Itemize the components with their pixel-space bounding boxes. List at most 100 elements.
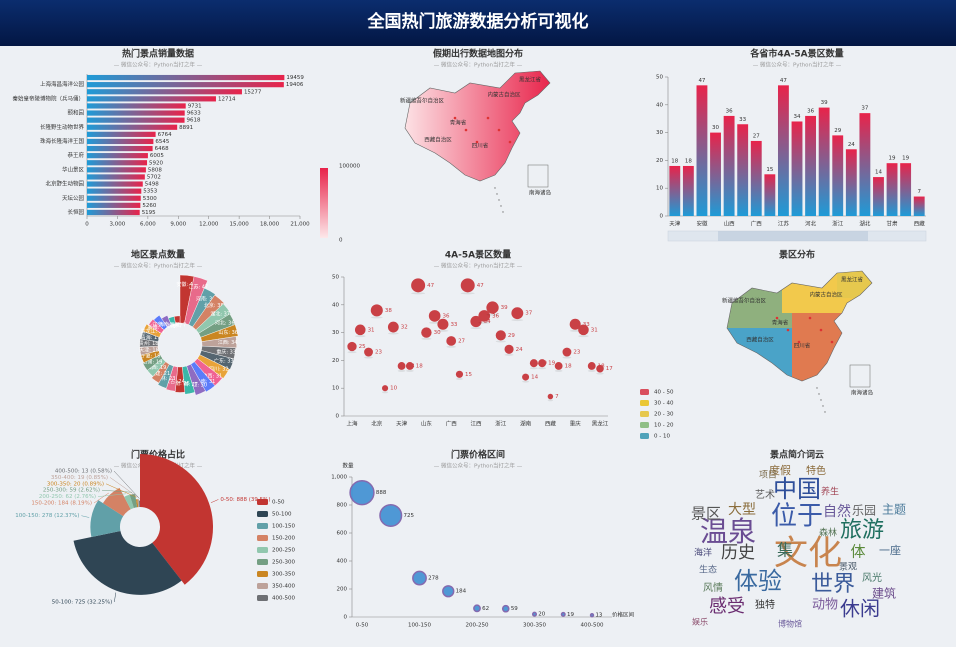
chart-subtitle: — 微信公众号：Python当打之年 — — [434, 462, 523, 470]
category-label: 恭王府 — [67, 151, 84, 159]
point — [421, 327, 432, 338]
word: 博物馆 — [778, 619, 802, 629]
category-label: 秦始皇帝陵博物院（兵马俑） — [12, 94, 84, 102]
value-label: 27 — [753, 133, 760, 139]
bar — [87, 174, 145, 180]
category-label: 湖南 — [520, 420, 532, 428]
island — [816, 387, 818, 389]
bar — [87, 131, 156, 137]
chart-subtitle: — 微信公众号：Python当打之年 — — [434, 61, 523, 69]
legend-swatch — [640, 411, 649, 417]
legend-swatch — [257, 511, 268, 517]
value-label: 23 — [375, 350, 382, 356]
x-tick-label: 18,000 — [260, 222, 280, 228]
value-label: 18 — [416, 363, 423, 369]
map-outline — [404, 70, 551, 182]
value-label: 15277 — [244, 89, 262, 95]
segment-label: 宁夏: 18 — [141, 352, 161, 359]
value-label: 37 — [861, 106, 868, 112]
bubble — [412, 570, 427, 586]
value-label: 888 — [376, 490, 387, 496]
category-label: 甘肃 — [887, 220, 899, 228]
word: 主题 — [882, 503, 906, 517]
value-label: 14 — [531, 375, 538, 381]
y-tick-label: 0 — [336, 414, 340, 420]
point — [529, 359, 538, 368]
segment-label: 青海: 17 — [141, 334, 161, 341]
category-label: 江西 — [470, 421, 482, 428]
category-label: 天坛公园 — [62, 195, 85, 202]
segment-label: 300-350: 20 (0.89%) — [47, 481, 104, 487]
value-label: 33 — [739, 117, 746, 123]
legend-swatch — [640, 422, 649, 428]
legend-swatch — [257, 559, 268, 565]
point — [354, 324, 366, 336]
map-dot — [486, 116, 490, 120]
point-shadow — [562, 356, 572, 359]
segment-label: 新疆: 15 — [148, 324, 168, 331]
point-shadow — [504, 353, 514, 356]
chart-subtitle: — 微信公众号：Python当打之年 — — [114, 262, 203, 270]
visualmap-max: 100000 — [339, 164, 360, 170]
value-label: 39 — [821, 100, 828, 106]
bubble — [589, 612, 595, 618]
x-tick-label: 15,000 — [230, 222, 250, 228]
island — [500, 205, 502, 207]
point-shadow — [578, 335, 589, 338]
point-shadow — [411, 292, 426, 295]
map-dot — [830, 340, 834, 344]
value-label: 18 — [671, 158, 678, 164]
value-label: 36 — [442, 313, 449, 319]
bar — [818, 107, 830, 216]
word: 特色 — [806, 464, 826, 477]
province-label: 青海省 — [772, 319, 789, 327]
point — [405, 362, 414, 370]
value-label: 5195 — [142, 210, 156, 216]
value-label: 19 — [567, 612, 574, 618]
word: 项目 — [759, 470, 777, 481]
segment-label: 贵州: 18 — [139, 340, 159, 347]
category-label: 0-50 — [356, 623, 369, 629]
word: 海洋 — [694, 547, 712, 559]
value-label: 32 — [401, 325, 408, 331]
bar — [87, 145, 153, 152]
value-label: 19459 — [286, 75, 304, 81]
segment-label: 福建: 21 — [151, 370, 171, 377]
bar — [87, 117, 185, 123]
province-label: 新疆维吾尔自治区 — [722, 297, 767, 305]
point — [478, 310, 491, 322]
legend-swatch — [640, 400, 649, 406]
value-label: 9618 — [187, 118, 201, 124]
point — [596, 364, 604, 373]
bar — [87, 96, 216, 102]
point-shadow — [495, 340, 506, 343]
value-label: 30 — [712, 125, 719, 131]
segment-label: 50-100: 725 (32.25%) — [52, 599, 113, 605]
word: 景观 — [839, 562, 857, 573]
category-label: 北京 — [371, 420, 383, 428]
segment-label: 广东: 33 — [214, 358, 234, 365]
point — [347, 341, 357, 352]
point — [446, 336, 457, 346]
bar — [764, 174, 776, 216]
bar — [859, 113, 871, 216]
category-label: 西藏 — [545, 420, 557, 428]
value-label: 39 — [501, 305, 508, 311]
island — [494, 187, 496, 189]
legend-label: 0-50 — [272, 500, 285, 506]
bubble — [349, 480, 375, 506]
category-label: 安徽 — [696, 220, 708, 228]
point — [562, 347, 572, 357]
bar — [87, 195, 141, 201]
value-label: 19406 — [286, 82, 304, 88]
bar — [87, 103, 186, 109]
point-shadow — [511, 319, 524, 322]
segment-label: 西藏: 7 — [170, 321, 186, 328]
point — [538, 359, 547, 368]
bar — [805, 115, 817, 216]
segment-label: 重庆: 33 — [216, 349, 236, 356]
province-label: 西藏自治区 — [746, 336, 774, 344]
value-label: 24 — [516, 347, 523, 353]
bar — [777, 85, 789, 216]
word: 森林 — [819, 527, 837, 539]
